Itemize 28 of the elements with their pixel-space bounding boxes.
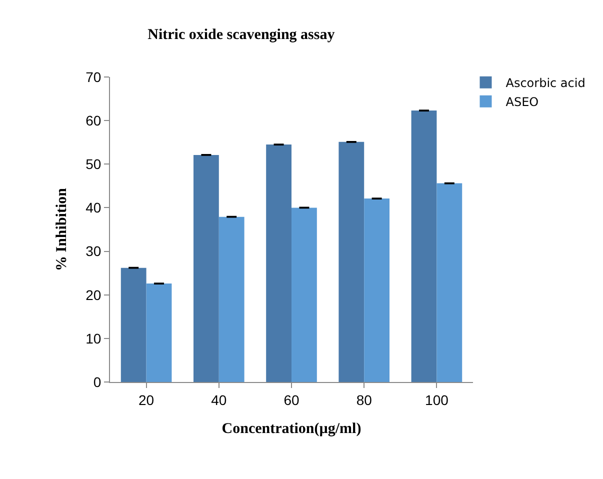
bar bbox=[146, 284, 172, 382]
y-tick-label: 30 bbox=[86, 243, 102, 260]
x-tick-label: 40 bbox=[211, 392, 227, 408]
bar bbox=[411, 110, 437, 382]
y-tick-label: 50 bbox=[86, 156, 102, 172]
y-tick-label: 0 bbox=[93, 374, 102, 390]
y-tick-label: 40 bbox=[86, 200, 102, 216]
x-tick-label: 80 bbox=[356, 392, 372, 408]
x-tick-label: 100 bbox=[425, 392, 449, 408]
bar bbox=[436, 183, 462, 382]
y-axis-title: % Inhibition bbox=[54, 187, 70, 271]
y-tick-label: 70 bbox=[86, 68, 102, 85]
bar bbox=[338, 142, 364, 382]
bar bbox=[364, 198, 390, 382]
bar bbox=[193, 154, 219, 382]
x-tick-label: 20 bbox=[138, 392, 154, 408]
y-tick-label: 60 bbox=[86, 112, 102, 128]
y-tick-label: 20 bbox=[86, 286, 102, 303]
x-axis-title: Concentration(µg/ml) bbox=[222, 420, 362, 437]
chart-title: Nitric oxide scavenging assay bbox=[148, 27, 336, 44]
bar bbox=[266, 144, 292, 382]
x-tick-label: 60 bbox=[284, 392, 300, 408]
bar bbox=[120, 268, 146, 382]
y-tick-label: 10 bbox=[86, 330, 102, 346]
bar bbox=[292, 208, 317, 382]
bar bbox=[218, 216, 244, 382]
legend-label: Ascorbic acid bbox=[506, 76, 586, 90]
legend-label: ASEO bbox=[506, 95, 539, 110]
